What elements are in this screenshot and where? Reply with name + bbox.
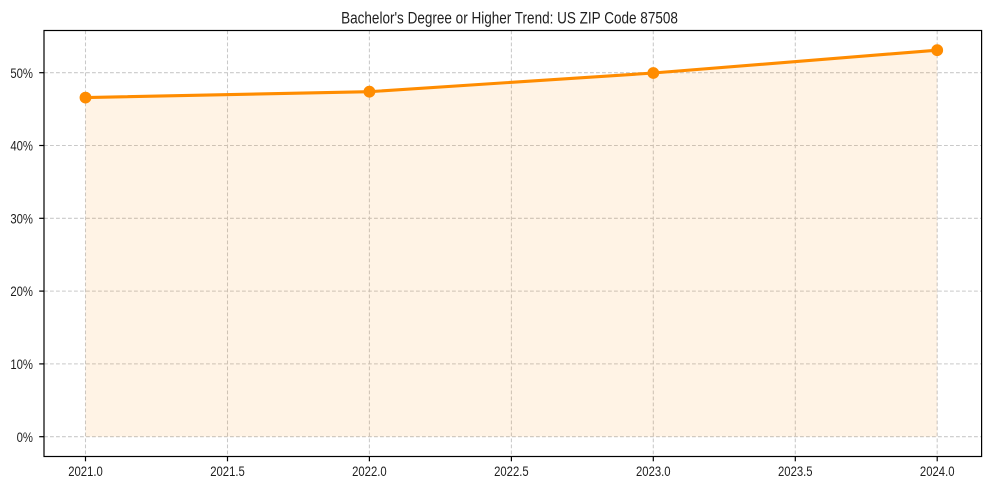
svg-text:20%: 20% <box>10 284 33 299</box>
svg-text:2023.5: 2023.5 <box>778 464 813 479</box>
svg-text:Bachelor's Degree or Higher Tr: Bachelor's Degree or Higher Trend: US ZI… <box>341 9 678 28</box>
svg-text:2023.0: 2023.0 <box>636 464 671 479</box>
svg-text:2022.0: 2022.0 <box>352 464 387 479</box>
svg-text:30%: 30% <box>10 211 33 226</box>
svg-text:10%: 10% <box>10 357 33 372</box>
svg-text:40%: 40% <box>10 139 33 154</box>
svg-text:50%: 50% <box>10 66 33 81</box>
svg-text:0%: 0% <box>17 430 33 445</box>
svg-text:2021.5: 2021.5 <box>210 464 245 479</box>
svg-text:2024.0: 2024.0 <box>920 464 955 479</box>
svg-text:2021.0: 2021.0 <box>68 464 103 479</box>
svg-text:2022.5: 2022.5 <box>494 464 529 479</box>
